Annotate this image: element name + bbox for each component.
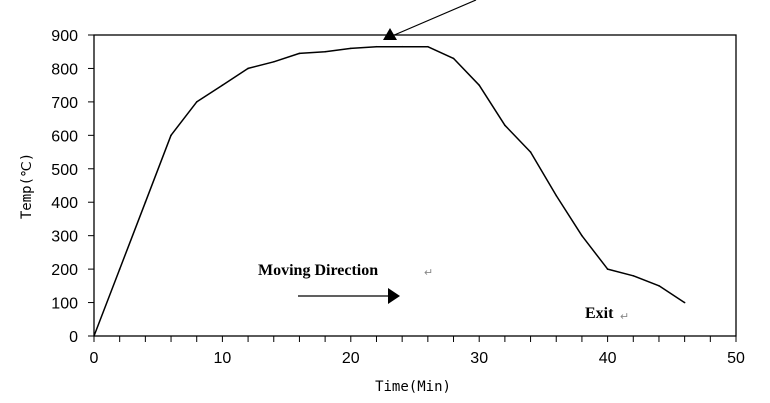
exit-return-mark: ↵ (620, 311, 629, 323)
data-point-0-6 (247, 67, 249, 70)
x-tick-label-10: 10 (214, 350, 232, 367)
data-point-0-23 (683, 301, 686, 304)
y-tick-label-900: 900 (51, 28, 78, 45)
data-point-0-15 (478, 84, 481, 86)
y-tick-label-500: 500 (51, 162, 78, 179)
data-point-0-14 (452, 57, 455, 60)
temperature-series-line-0 (93, 45, 686, 337)
y-tick-label-200: 200 (51, 262, 78, 279)
y-tick-label-100: 100 (51, 296, 78, 313)
data-point-0-17 (529, 151, 532, 153)
data-point-0-8 (298, 52, 301, 55)
peak-pointer-arrow-head (383, 28, 397, 40)
y-tick-label-800: 800 (51, 61, 78, 78)
data-point-0-19 (581, 234, 583, 237)
moving-direction-return-mark: ↵ (424, 267, 433, 279)
series-layer (93, 45, 686, 337)
data-point-0-13 (427, 45, 429, 48)
x-tick-label-50: 50 (727, 350, 745, 367)
data-point-0-9 (324, 50, 326, 53)
data-point-0-4 (195, 101, 198, 103)
data-point-0-18 (555, 194, 558, 197)
moving-direction-arrow-head (388, 288, 400, 304)
x-tick-label-30: 30 (470, 350, 488, 367)
data-point-0-1 (118, 268, 121, 270)
data-point-0-0 (93, 335, 95, 337)
tick-layer (88, 34, 737, 342)
y-axis-label: Temp(℃) (19, 153, 35, 219)
data-point-0-20 (606, 268, 609, 270)
data-point-0-21 (632, 275, 635, 277)
x-tick-label-40: 40 (599, 350, 617, 367)
y-tick-label-600: 600 (51, 128, 78, 145)
y-tick-label-0: 0 (69, 329, 78, 346)
data-point-0-5 (221, 84, 224, 86)
y-tick-label-700: 700 (51, 95, 78, 112)
tick-label-layer: 0 100 200 300 400 500 600 700 800 900 0 10 20 30 40 50 (51, 28, 745, 367)
x-axis-label: Time(Min) (375, 379, 451, 395)
y-tick-label-400: 400 (51, 195, 78, 212)
data-point-0-22 (658, 285, 660, 287)
data-point-0-10 (350, 47, 352, 50)
peak-pointer-arrow-line (391, 0, 477, 37)
exit-label: Exit (585, 305, 614, 322)
plot-frame-layer (93, 34, 737, 337)
x-tick-label-0: 0 (90, 350, 99, 367)
data-point-0-16 (504, 124, 506, 127)
data-point-0-11 (375, 45, 378, 48)
x-tick-label-20: 20 (342, 350, 360, 367)
moving-direction-label: Moving Direction (258, 262, 378, 279)
data-point-0-3 (170, 134, 172, 137)
data-point-0-12 (401, 45, 403, 48)
plot-area-border (93, 34, 737, 337)
y-tick-label-300: 300 (51, 229, 78, 246)
data-point-0-2 (144, 201, 147, 204)
data-point-0-7 (272, 60, 275, 63)
